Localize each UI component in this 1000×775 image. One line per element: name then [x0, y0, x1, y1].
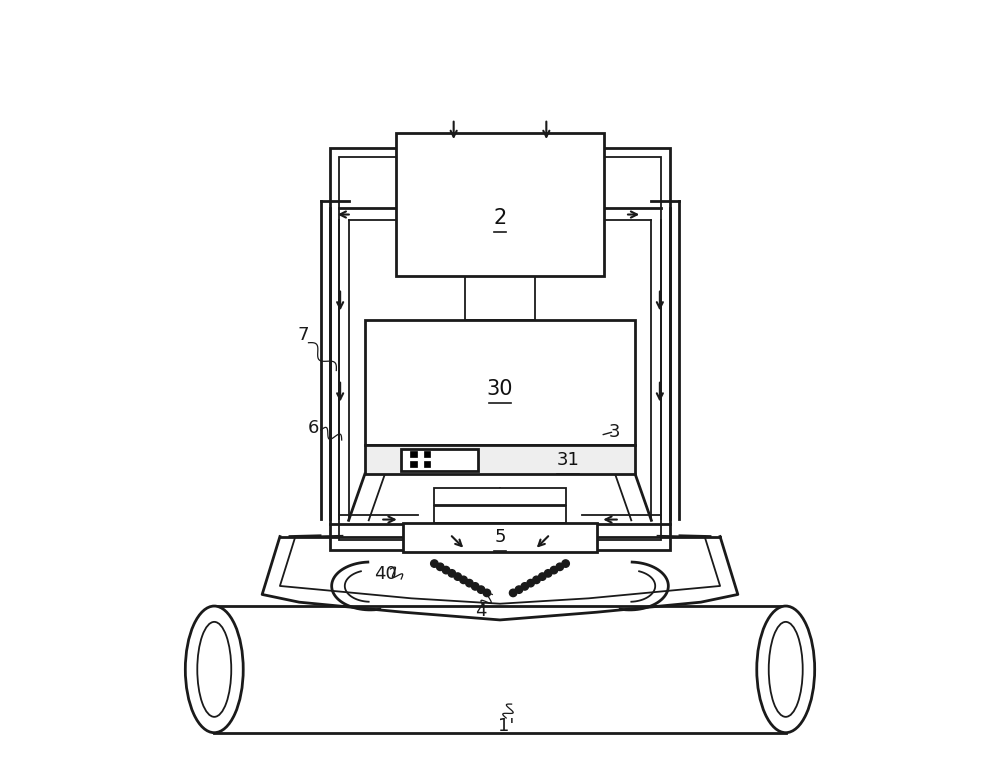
Bar [365, 445, 635, 474]
Circle shape [477, 586, 485, 594]
Bar [401, 449, 478, 471]
Ellipse shape [197, 622, 231, 717]
Circle shape [521, 583, 529, 590]
Ellipse shape [757, 606, 815, 732]
Circle shape [544, 570, 552, 577]
Text: 5: 5 [494, 529, 506, 546]
Circle shape [466, 580, 473, 587]
Bar [424, 451, 430, 457]
Text: 3: 3 [609, 422, 620, 440]
Circle shape [442, 567, 450, 574]
Circle shape [509, 589, 517, 597]
Circle shape [550, 567, 558, 574]
Circle shape [556, 563, 564, 570]
Bar [434, 505, 566, 522]
Circle shape [460, 576, 467, 584]
Bar [396, 133, 604, 276]
Circle shape [454, 573, 461, 580]
Text: 6: 6 [307, 418, 319, 436]
Text: 30: 30 [487, 379, 513, 399]
Circle shape [562, 560, 569, 567]
Text: 2: 2 [493, 208, 507, 228]
Circle shape [527, 580, 534, 587]
Ellipse shape [769, 622, 803, 717]
Circle shape [436, 563, 444, 570]
Text: 40: 40 [374, 566, 397, 584]
Bar [410, 451, 417, 457]
Bar [410, 461, 417, 467]
Circle shape [483, 589, 491, 597]
Bar [424, 461, 430, 467]
Circle shape [471, 583, 479, 590]
Text: 31: 31 [557, 451, 579, 469]
Circle shape [515, 586, 523, 594]
Text: 7: 7 [298, 326, 309, 344]
Bar [339, 157, 661, 540]
Circle shape [431, 560, 438, 567]
Circle shape [539, 573, 546, 580]
Bar [403, 522, 597, 552]
Text: 4: 4 [475, 602, 486, 621]
Circle shape [533, 576, 540, 584]
Bar [365, 319, 635, 446]
Bar [434, 488, 566, 505]
Ellipse shape [185, 606, 243, 732]
Bar [330, 148, 670, 549]
Text: 1': 1' [498, 717, 514, 735]
Circle shape [448, 570, 456, 577]
